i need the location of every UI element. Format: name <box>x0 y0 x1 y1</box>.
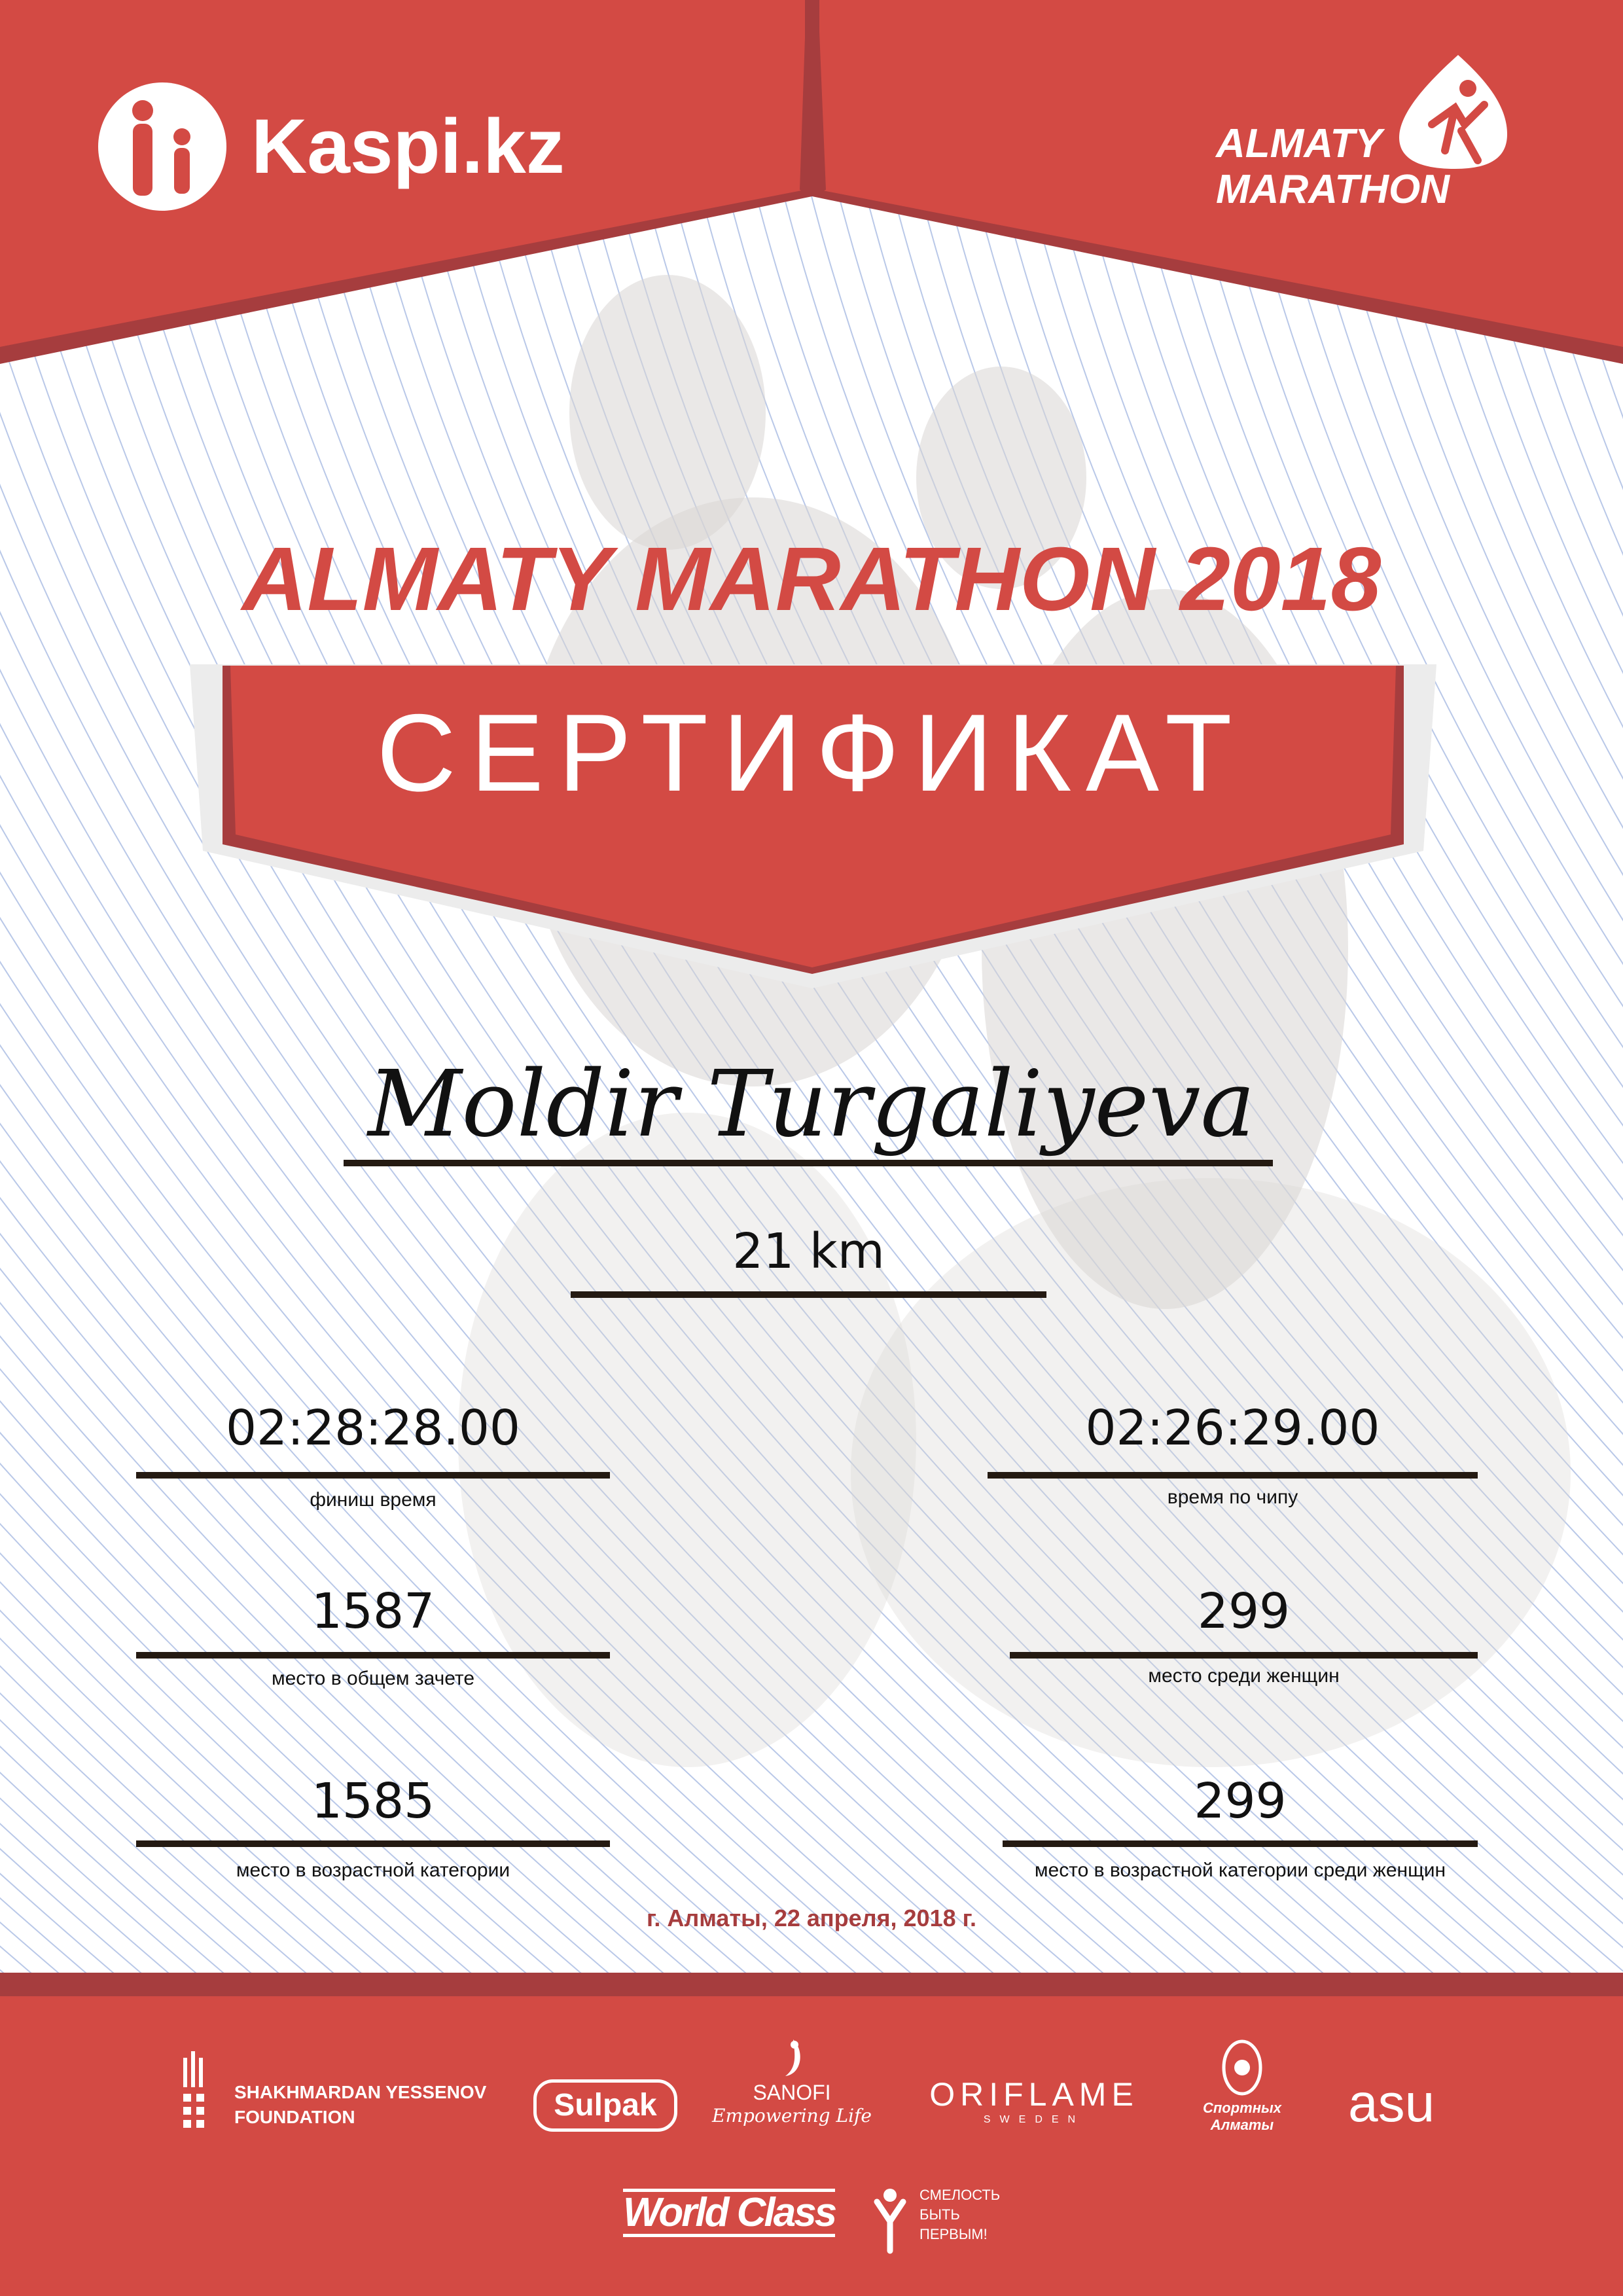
worldclass-logo: World Class <box>623 2189 837 2237</box>
sport-almaty-line1: Спортных <box>1202 2100 1282 2116</box>
oriflame-logo: ORIFLAME SWEDEN <box>910 2076 1158 2127</box>
almaty-logo-line2: MARATHON <box>1216 167 1450 212</box>
courage-fund-logo: СМЕЛОСТЬ БЫТЬ ПЕРВЫМ! <box>867 2176 1000 2254</box>
women-place-value: 299 <box>1197 1583 1291 1640</box>
yessenov-line1: SHAKHMARDAN YESSENOV <box>234 2082 487 2102</box>
women-age-place-rule <box>1003 1840 1478 1847</box>
yessenov-bars-icon <box>183 2051 204 2128</box>
overall-place-value: 1587 <box>311 1583 435 1640</box>
participant-name: Moldir Turgaliyeva <box>368 1051 1255 1158</box>
oriflame-name: ORIFLAME <box>929 2076 1139 2113</box>
certificate-banner <box>190 664 1436 988</box>
event-title: ALMATY MARATHON 2018 <box>241 529 1382 630</box>
asu-logo: asu <box>1348 2073 1435 2133</box>
age-place-rule <box>136 1840 610 1847</box>
date-line: г. Алматы, 22 апреля, 2018 г. <box>647 1905 976 1931</box>
courage-line1: СМЕЛОСТЬ <box>919 2187 1001 2203</box>
finish-time-label: финиш время <box>310 1489 437 1511</box>
almaty-logo-line1: ALMATY <box>1216 121 1382 166</box>
sport-almaty-line2: Алматы <box>1210 2117 1274 2133</box>
finish-time-value: 02:28:28.00 <box>225 1400 521 1456</box>
distance-underline <box>571 1291 1046 1298</box>
oriflame-sub: SWEDEN <box>983 2114 1085 2125</box>
header-band <box>0 0 1623 364</box>
sanofi-name: SANOFI <box>753 2081 831 2104</box>
finish-time-rule <box>136 1472 610 1479</box>
kaspi-logo: Kaspi.kz <box>97 81 565 212</box>
courage-line3: ПЕРВЫМ! <box>919 2226 988 2242</box>
overall-place-label: место в общем зачете <box>271 1668 475 1689</box>
footer-band: SHAKHMARDAN YESSENOV FOUNDATION Sulpak S… <box>0 1973 1623 2296</box>
almaty-marathon-logo: ALMATY MARATHON <box>1216 52 1530 223</box>
runner-drop-icon <box>1399 55 1507 169</box>
overall-place-rule <box>136 1652 610 1659</box>
women-age-place-value: 299 <box>1194 1773 1287 1829</box>
sanofi-drop-icon <box>785 2039 800 2076</box>
age-place-value: 1585 <box>311 1773 435 1829</box>
chip-time-rule <box>988 1472 1478 1479</box>
banner-title: СЕРТИФИКАТ <box>376 691 1247 814</box>
sulpak-logo: Sulpak <box>533 2079 677 2132</box>
sanofi-tagline: Empowering Life <box>712 2105 872 2126</box>
sanofi-logo: SANOFI Empowering Life <box>700 2038 883 2127</box>
women-place-rule <box>1010 1652 1478 1659</box>
kaspi-people-icon <box>98 82 226 211</box>
women-place-label: место среди женщин <box>1148 1665 1340 1687</box>
sport-almaty-emblem-icon <box>1222 2039 1262 2096</box>
name-underline <box>344 1160 1273 1166</box>
sport-almaty-logo: Спортных Алматы <box>1190 2038 1294 2134</box>
courage-line2: БЫТЬ <box>919 2206 960 2223</box>
participant-distance: 21 km <box>732 1223 885 1280</box>
yessenov-line2: FOUNDATION <box>234 2107 355 2127</box>
kaspi-logo-text: Kaspi.kz <box>251 103 565 190</box>
chip-time-value: 02:26:29.00 <box>1085 1400 1380 1456</box>
yessenov-foundation-logo: SHAKHMARDAN YESSENOV FOUNDATION <box>182 2051 486 2130</box>
courage-figure-icon <box>874 2189 906 2254</box>
chip-time-label: время по чипу <box>1167 1486 1298 1508</box>
women-age-place-label: место в возрастной категории среди женщи… <box>1034 1859 1446 1881</box>
age-place-label: место в возрастной категории <box>236 1859 510 1881</box>
